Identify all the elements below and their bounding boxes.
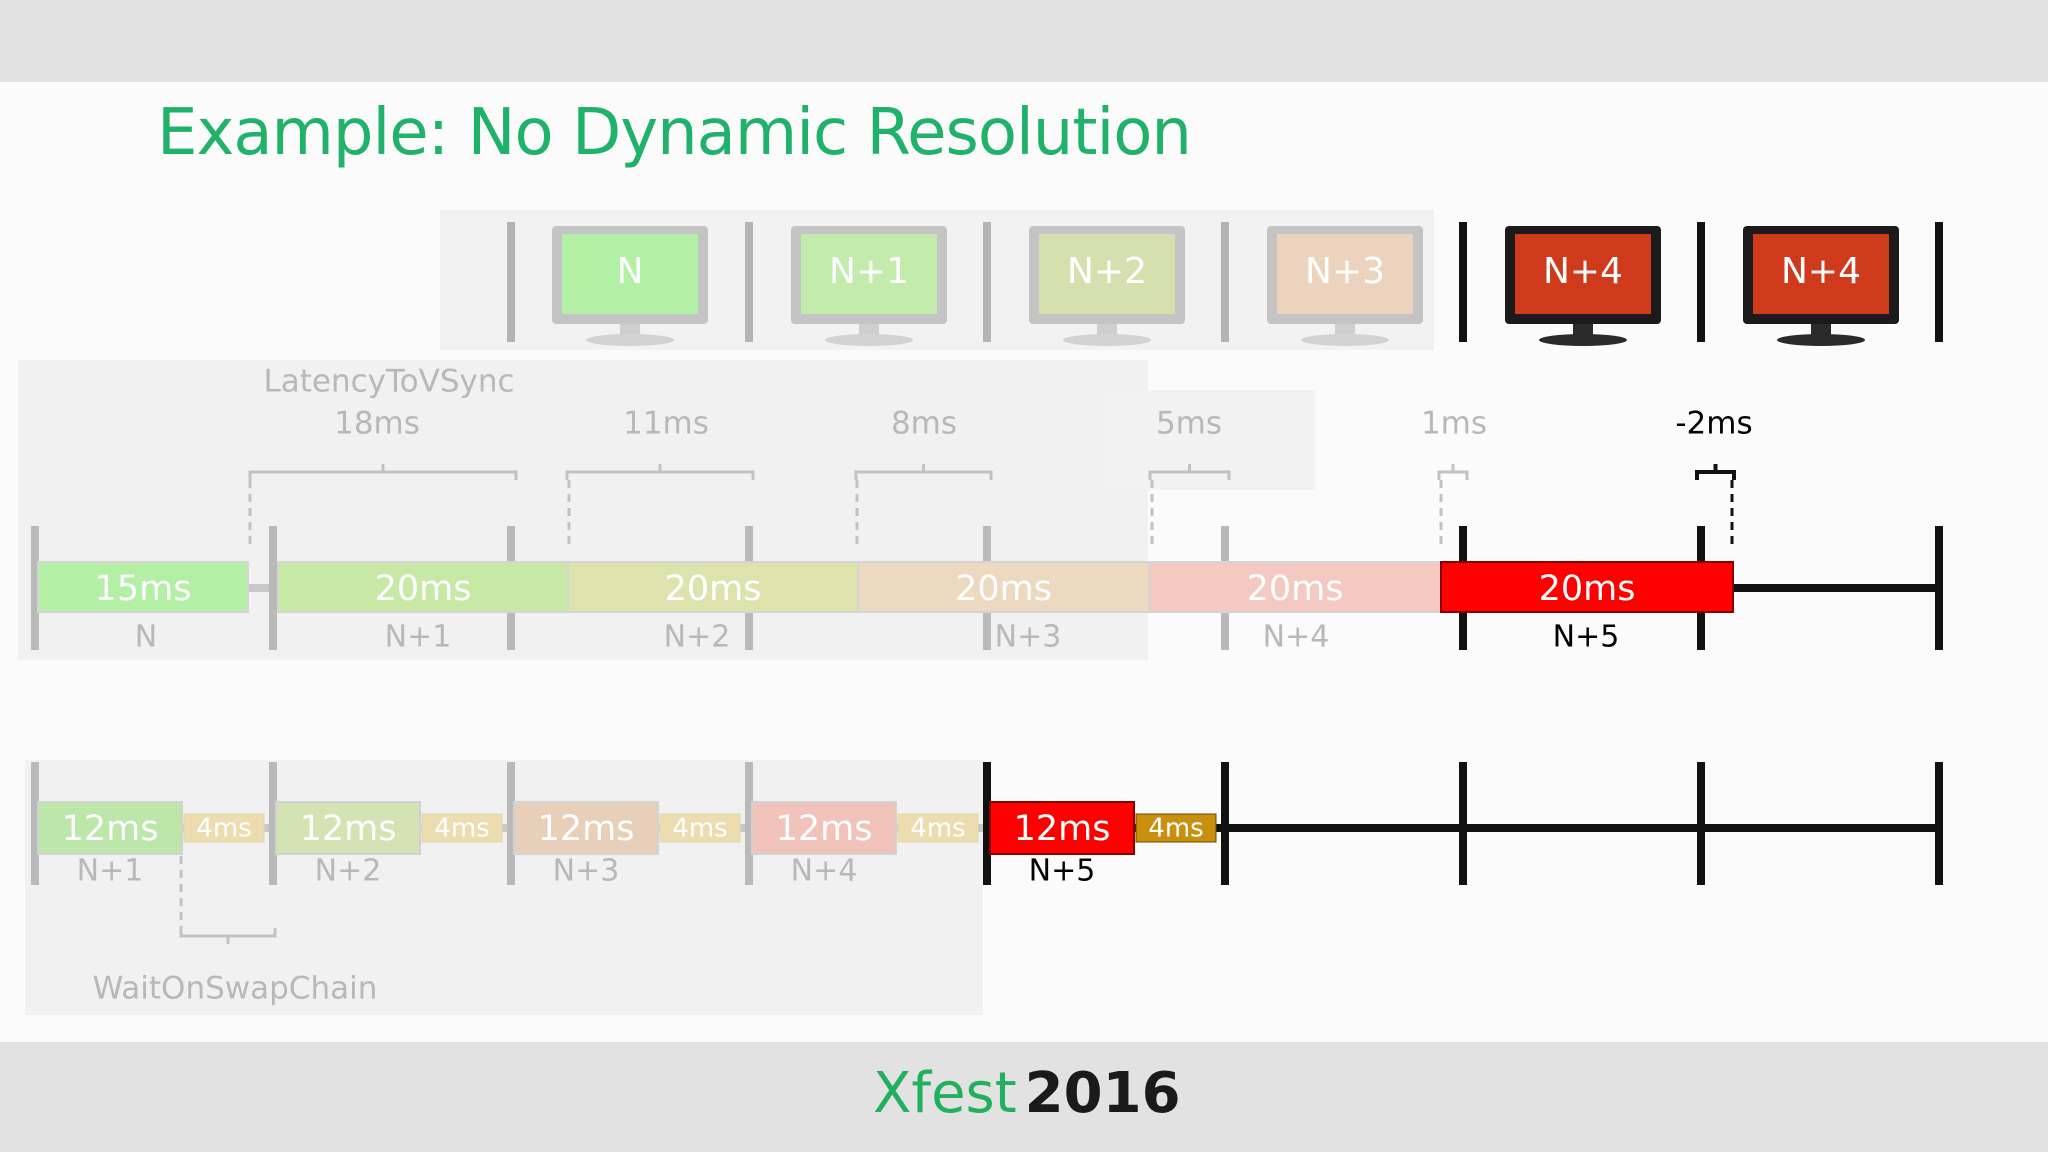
timeline2-work-block (989, 801, 1135, 855)
timeline1-block (277, 561, 569, 613)
latency-value: 1ms (1421, 406, 1487, 442)
timeline1-frame-label: N+5 (1553, 620, 1620, 655)
monitor-label: N+4 (1543, 251, 1623, 292)
monitor-neck (1097, 324, 1117, 336)
timeline1-block-ms: 20ms (1539, 569, 1636, 609)
latency-value: 18ms (334, 406, 420, 442)
monitor-stand (1539, 334, 1627, 346)
timeline2-wait-ms: 4ms (196, 814, 251, 844)
monitor-stand (825, 334, 913, 346)
latency-bracket (248, 464, 518, 480)
timeline2-block-ms: 12ms (776, 809, 873, 849)
timeline1-block-ms: 15ms (95, 569, 192, 609)
timeline2-block-ms: 12ms (62, 809, 159, 849)
timeline2-frame-label: N+2 (315, 854, 382, 889)
timeline2-block-ms: 12ms (300, 809, 397, 849)
monitor-1: N+1 (791, 226, 947, 346)
timeline2-work-block (37, 801, 183, 855)
timeline2-wait-ms: 4ms (1148, 814, 1203, 844)
timeline2-wait-block (183, 813, 265, 843)
timeline1-block (1440, 561, 1734, 613)
monitor-stand (1777, 334, 1865, 346)
timeline2-wait-ms: 4ms (672, 814, 727, 844)
timeline1-block-ms: 20ms (1247, 569, 1344, 609)
timeline1-frame-label: N+2 (664, 620, 731, 655)
monitor-stand (1063, 334, 1151, 346)
latency-bracket (854, 464, 993, 480)
monitor-neck (1811, 324, 1831, 336)
timeline2-work-block (751, 801, 897, 855)
timeline1-block (1148, 561, 1442, 613)
monitor-label: N+3 (1305, 251, 1385, 292)
monitor-5: N+4 (1743, 226, 1899, 346)
timeline1-block (37, 561, 249, 613)
timeline1-block (567, 561, 859, 613)
timeline1-block-ms: 20ms (955, 569, 1052, 609)
monitor-screen (1753, 234, 1889, 314)
timeline2-work-block (513, 801, 659, 855)
monitor-stand (1301, 334, 1389, 346)
logo-brand: Xfest (873, 1061, 1017, 1126)
latency-bracket (565, 464, 755, 480)
xfest-logo: Xfest 2016 (873, 1062, 1181, 1126)
footer-band (0, 1042, 2048, 1152)
timeline1-frame-label: N+3 (995, 620, 1062, 655)
monitor-0: N (552, 226, 708, 346)
latency-value: 5ms (1156, 406, 1222, 442)
monitor-screen (1277, 234, 1413, 314)
latency-bracket (1437, 464, 1469, 480)
monitor-label: N (617, 251, 644, 292)
monitor-label: N+1 (829, 251, 909, 292)
timeline1-wash (18, 360, 1148, 660)
timeline1-block-ms: 20ms (665, 569, 762, 609)
monitor-neck (1573, 324, 1593, 336)
timeline1-frame-label: N+1 (385, 620, 452, 655)
monitor-screen (1515, 234, 1651, 314)
timeline2-block-ms: 12ms (538, 809, 635, 849)
monitor-4: N+4 (1505, 226, 1661, 346)
slide-title: Example: No Dynamic Resolution (157, 96, 1192, 170)
timeline1-frame-label: N (135, 620, 157, 655)
logo-year: 2016 (1024, 1061, 1181, 1126)
timeline2-wait-block (659, 813, 741, 843)
monitor-screen (1039, 234, 1175, 314)
timeline2-wait-ms: 4ms (434, 814, 489, 844)
timeline2-wait-block (421, 813, 503, 843)
wait-bracket (179, 928, 277, 944)
timeline2-wait-block (1135, 813, 1217, 843)
top-band (0, 0, 2048, 82)
monitor-2: N+2 (1029, 226, 1185, 346)
monitor-neck (1335, 324, 1355, 336)
monitor-3: N+3 (1267, 226, 1423, 346)
latency-value: 8ms (891, 406, 957, 442)
latency-label: LatencyToVSync (263, 364, 514, 400)
monitor-stand (586, 334, 674, 346)
monitor-screen (562, 234, 698, 314)
timeline2-block-ms: 12ms (1014, 809, 1111, 849)
timeline1-block-ms: 20ms (375, 569, 472, 609)
monitor-neck (620, 324, 640, 336)
monitor-label: N+2 (1067, 251, 1147, 292)
timeline1-block (857, 561, 1150, 613)
timeline2-frame-label: N+1 (77, 854, 144, 889)
timeline1-frame-label: N+4 (1263, 620, 1330, 655)
latency-value: 11ms (623, 406, 709, 442)
latency-bracket (1148, 464, 1231, 480)
latency-bracket (1695, 464, 1736, 480)
wait-on-swapchain-label: WaitOnSwapChain (93, 971, 378, 1007)
latency-value: -2ms (1675, 406, 1752, 442)
timeline2-wait-ms: 4ms (910, 814, 965, 844)
monitor-neck (859, 324, 879, 336)
timeline2-frame-label: N+3 (553, 854, 620, 889)
timeline2-wait-block (897, 813, 979, 843)
monitor-screen (801, 234, 937, 314)
monitor-label: N+4 (1781, 251, 1861, 292)
timeline2-frame-label: N+4 (791, 854, 858, 889)
timeline2-frame-label: N+5 (1029, 854, 1096, 889)
timeline2-work-block (275, 801, 421, 855)
